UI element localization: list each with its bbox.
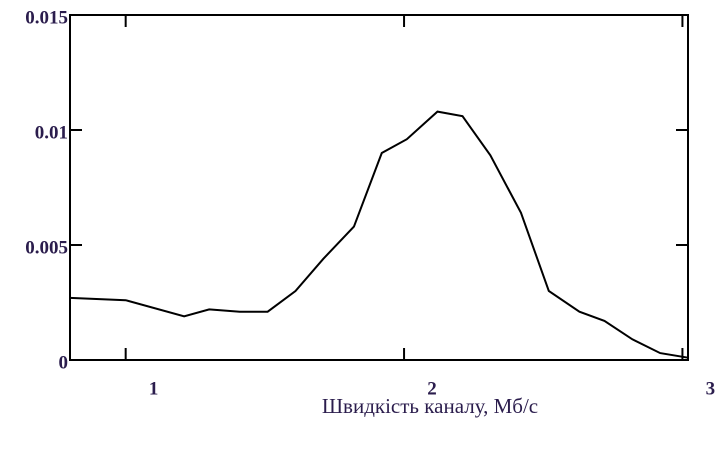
y-tick-label: 0.015 (25, 7, 68, 28)
y-tick-label: 0.01 (35, 122, 68, 143)
y-tick-label: 0.005 (25, 237, 68, 258)
x-tick-label: 1 (149, 378, 159, 399)
x-axis-label: Швидкість каналу, Мб/с (322, 394, 538, 418)
x-tick-label: 3 (706, 378, 716, 399)
x-tick-label: 2 (427, 378, 437, 399)
data-line (69, 110, 689, 359)
plot-frame (69, 14, 689, 361)
y-tick-label: 0 (59, 352, 69, 373)
